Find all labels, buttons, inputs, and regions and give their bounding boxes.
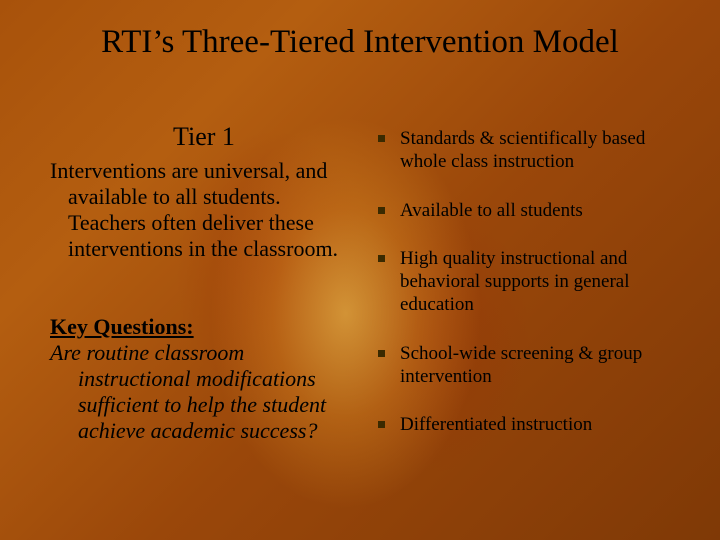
right-column: Standards & scientifically based whole c… — [368, 122, 688, 520]
bullet-item: High quality instructional and behaviora… — [374, 248, 688, 316]
slide: RTI’s Three-Tiered Intervention Model Ti… — [0, 0, 720, 540]
content-area: Tier 1 Interventions are universal, and … — [50, 122, 688, 520]
slide-title: RTI’s Three-Tiered Intervention Model — [0, 24, 720, 61]
bullet-item: Differentiated instruction — [374, 414, 688, 437]
tier-subhead: Tier 1 — [50, 122, 358, 152]
bullet-list: Standards & scientifically based whole c… — [374, 128, 688, 437]
key-questions-block: Key Questions: Are routine classroom ins… — [50, 314, 358, 444]
tier-paragraph: Interventions are universal, and availab… — [68, 158, 358, 262]
bullet-item: Standards & scientifically based whole c… — [374, 128, 688, 174]
bullet-item: School-wide screening & group interventi… — [374, 343, 688, 389]
key-questions-label: Key Questions: — [50, 314, 358, 340]
left-column: Tier 1 Interventions are universal, and … — [50, 122, 368, 520]
key-questions-text: Are routine classroom instructional modi… — [78, 340, 358, 444]
bullet-item: Available to all students — [374, 200, 688, 223]
